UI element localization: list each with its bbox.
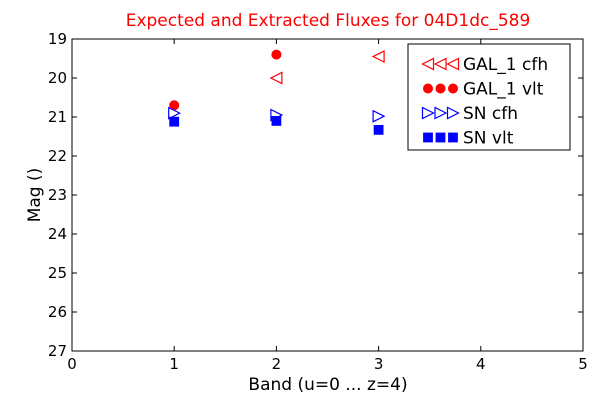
y-tick-label: 27 — [48, 342, 67, 360]
legend-box — [407, 43, 571, 151]
x-tick-label: 3 — [374, 355, 384, 373]
data-point — [371, 50, 385, 64]
data-point — [372, 109, 386, 123]
legend-marker — [423, 132, 433, 143]
x-tick-label: 2 — [272, 355, 282, 373]
legend-marker — [422, 83, 434, 94]
x-tick-label: 0 — [67, 355, 77, 373]
y-tick-label: 25 — [48, 264, 67, 282]
data-point — [169, 116, 180, 127]
legend-marker — [434, 106, 448, 120]
legend-marker — [421, 106, 435, 120]
y-axis-label: Mag () — [25, 168, 45, 223]
legend-marker — [433, 57, 447, 71]
x-tick-label: 5 — [578, 355, 588, 373]
data-point — [271, 116, 282, 126]
legend-marker — [421, 57, 435, 71]
y-tick-label: 24 — [48, 225, 67, 243]
legend-marker — [435, 83, 446, 94]
x-axis-label: Band (u=0 ... z=4) — [248, 375, 407, 395]
y-tick-label: 22 — [48, 147, 67, 165]
y-tick-label: 20 — [48, 69, 67, 87]
legend-label: GAL_1 vlt — [463, 80, 544, 100]
legend-label: SN vlt — [463, 129, 514, 149]
x-tick-label: 4 — [476, 355, 486, 373]
data-point — [271, 49, 282, 60]
legend-label: GAL_1 cfh — [463, 55, 548, 75]
legend-marker — [446, 57, 460, 71]
y-tick-label: 21 — [48, 108, 67, 126]
legend-marker — [448, 132, 458, 143]
legend-marker — [447, 83, 459, 94]
data-point — [269, 71, 283, 85]
legend-marker — [435, 132, 446, 143]
legend-label: SN cfh — [463, 104, 518, 124]
y-tick-label: 26 — [48, 303, 67, 321]
y-tick-label: 19 — [48, 30, 67, 48]
data-point — [373, 124, 384, 135]
chart-title: Expected and Extracted Fluxes for 04D1dc… — [126, 11, 531, 31]
x-tick-label: 1 — [169, 355, 179, 373]
data-point — [168, 106, 182, 120]
legend-marker — [446, 106, 460, 120]
y-tick-label: 23 — [48, 186, 67, 204]
